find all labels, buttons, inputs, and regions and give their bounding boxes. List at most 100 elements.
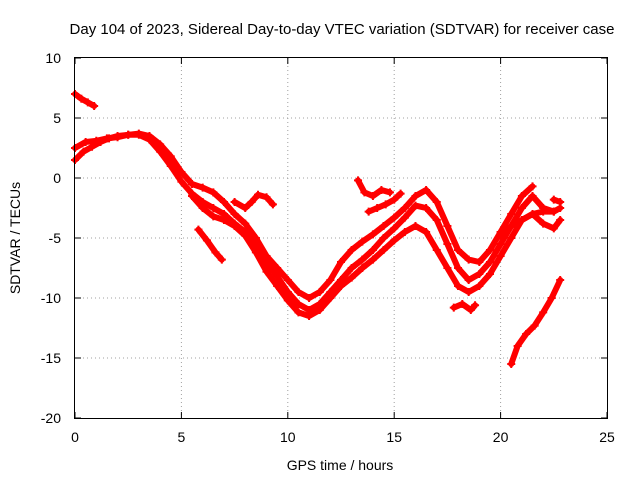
- data-point: [390, 213, 399, 222]
- data-point: [358, 237, 367, 246]
- data-point: [81, 138, 90, 146]
- data-point: [471, 301, 480, 310]
- data-point: [443, 240, 452, 248]
- data-point: [294, 308, 303, 317]
- data-point: [485, 270, 494, 278]
- data-point: [400, 204, 409, 212]
- data-point: [466, 306, 475, 314]
- data-point: [368, 230, 377, 239]
- series-arc-10: [507, 276, 565, 368]
- data-point: [390, 224, 399, 233]
- data-point: [458, 300, 467, 308]
- data-point: [507, 222, 516, 230]
- series-band: [508, 277, 564, 367]
- series-arc-6: [194, 225, 226, 264]
- data-point: [283, 276, 292, 284]
- x-tick-label: 10: [280, 429, 296, 445]
- data-point: [209, 212, 218, 221]
- data-point: [241, 219, 250, 228]
- data-point: [211, 248, 220, 257]
- data-point: [390, 195, 399, 204]
- data-point: [432, 198, 441, 206]
- data-point: [241, 204, 250, 212]
- data-point: [92, 136, 101, 145]
- data-point: [230, 222, 239, 230]
- data-point: [262, 193, 271, 202]
- data-point: [230, 198, 239, 206]
- series-arc-7: [354, 176, 394, 200]
- data-point: [549, 195, 558, 204]
- data-point: [326, 276, 335, 284]
- data-point: [251, 234, 260, 242]
- data-point: [156, 147, 165, 156]
- data-point: [124, 130, 133, 139]
- data-point: [549, 224, 558, 233]
- data-point: [283, 296, 292, 305]
- data-point: [485, 258, 494, 266]
- x-tick-label: 15: [386, 429, 402, 445]
- data-point: [347, 246, 356, 254]
- y-axis-label: SDTVAR / TECUs: [7, 182, 23, 294]
- data-point: [432, 246, 441, 254]
- data-point: [517, 192, 526, 200]
- data-point: [347, 273, 356, 282]
- data-point: [475, 282, 484, 290]
- data-point: [496, 240, 505, 248]
- data-point: [188, 180, 197, 188]
- data-point: [262, 267, 271, 276]
- x-tick-label: 5: [178, 429, 186, 445]
- data-point: [134, 130, 143, 139]
- data-point: [507, 234, 516, 242]
- data-point: [268, 200, 277, 209]
- data-point: [454, 246, 463, 254]
- x-axis-label: GPS time / hours: [287, 457, 394, 473]
- data-point: [337, 258, 345, 266]
- data-point: [364, 207, 373, 216]
- grid-lines: [75, 58, 607, 418]
- data-point: [517, 216, 526, 224]
- data-point: [381, 200, 390, 209]
- series-arc-4: [188, 192, 565, 320]
- data-point: [83, 98, 92, 107]
- data-point: [347, 264, 356, 272]
- data-point: [539, 219, 548, 228]
- data-point: [411, 192, 420, 200]
- data-point: [528, 182, 537, 191]
- data-point: [202, 236, 211, 245]
- data-point: [556, 276, 565, 284]
- data-point: [485, 246, 494, 254]
- data-point: [77, 94, 86, 103]
- data-point: [209, 188, 218, 197]
- data-point: [549, 207, 558, 216]
- data-point: [522, 330, 531, 338]
- data-point: [411, 201, 420, 210]
- axis-ticks: 0 5 10 15 20 25 -20 -15 -10 -5 0 5 10: [41, 50, 615, 445]
- data-point: [400, 213, 409, 222]
- data-point: [305, 294, 314, 302]
- data-point: [454, 264, 463, 272]
- data-point: [177, 177, 186, 186]
- data-point: [90, 102, 99, 110]
- series-arc-5: [230, 190, 277, 212]
- data-point: [166, 152, 175, 161]
- data-point: [464, 255, 473, 264]
- data-point: [464, 276, 473, 284]
- data-point: [513, 342, 522, 350]
- data-point: [528, 210, 537, 218]
- series-band: [72, 91, 98, 109]
- data-point: [145, 135, 154, 144]
- data-point: [337, 282, 345, 290]
- series-arc-9: [449, 300, 480, 314]
- data-point: [358, 255, 367, 264]
- data-point: [396, 189, 405, 198]
- data-point: [385, 188, 394, 197]
- data-point: [273, 282, 282, 290]
- data-point: [379, 234, 388, 242]
- data-point: [496, 252, 505, 260]
- data-point: [422, 186, 431, 194]
- data-point: [443, 222, 452, 230]
- data-point: [368, 246, 377, 254]
- y-tick-label: -5: [49, 230, 62, 246]
- data-point: [326, 294, 335, 302]
- data-marks: [71, 90, 565, 368]
